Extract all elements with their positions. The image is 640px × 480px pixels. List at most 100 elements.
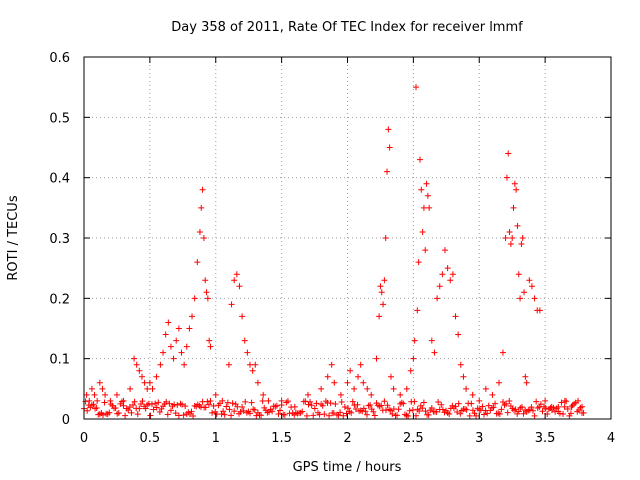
data-point bbox=[149, 385, 156, 392]
data-point bbox=[455, 331, 462, 338]
data-point bbox=[212, 391, 219, 398]
data-point bbox=[82, 398, 89, 405]
data-point bbox=[411, 337, 418, 344]
data-point bbox=[376, 403, 383, 410]
data-point bbox=[127, 385, 134, 392]
data-point bbox=[319, 402, 326, 409]
data-point bbox=[126, 404, 133, 411]
data-point bbox=[403, 385, 410, 392]
data-point bbox=[444, 265, 451, 272]
data-point bbox=[327, 400, 334, 407]
data-point bbox=[518, 241, 525, 248]
data-point bbox=[252, 361, 259, 368]
data-point bbox=[122, 412, 129, 419]
data-point bbox=[138, 373, 145, 380]
data-point bbox=[499, 399, 506, 406]
data-point bbox=[99, 411, 106, 418]
data-point bbox=[91, 391, 98, 398]
data-point bbox=[414, 307, 421, 314]
data-point bbox=[310, 412, 317, 419]
data-point bbox=[189, 313, 196, 320]
data-point bbox=[473, 412, 480, 419]
data-point bbox=[162, 331, 169, 338]
data-point bbox=[574, 408, 581, 415]
data-point bbox=[385, 126, 392, 133]
data-points bbox=[81, 84, 587, 419]
x-tick-label: 2 bbox=[343, 431, 351, 446]
data-point bbox=[441, 247, 448, 254]
x-axis-title: GPS time / hours bbox=[293, 460, 402, 475]
data-point bbox=[206, 337, 213, 344]
data-point bbox=[158, 405, 165, 412]
data-point bbox=[303, 412, 310, 419]
data-point bbox=[364, 385, 371, 392]
data-point bbox=[428, 405, 435, 412]
x-tick-label: 2.5 bbox=[403, 431, 424, 446]
data-point bbox=[506, 397, 513, 404]
data-point bbox=[446, 410, 453, 417]
data-point bbox=[466, 412, 473, 419]
data-point bbox=[326, 412, 333, 419]
data-point bbox=[439, 271, 446, 278]
data-point bbox=[561, 397, 568, 404]
data-point bbox=[579, 409, 586, 416]
data-point bbox=[520, 410, 527, 417]
data-point bbox=[307, 398, 314, 405]
data-point bbox=[367, 401, 374, 408]
data-point bbox=[102, 391, 109, 398]
data-point bbox=[160, 349, 167, 356]
data-point bbox=[471, 410, 478, 417]
data-point bbox=[186, 325, 193, 332]
data-point bbox=[490, 404, 497, 411]
data-point bbox=[409, 406, 416, 413]
data-point bbox=[362, 408, 369, 415]
data-point bbox=[509, 235, 516, 241]
data-point bbox=[272, 403, 279, 410]
data-point bbox=[496, 410, 503, 417]
data-point bbox=[460, 373, 467, 380]
data-point bbox=[83, 391, 90, 398]
data-point bbox=[131, 355, 138, 362]
data-point bbox=[199, 186, 206, 193]
data-point bbox=[567, 410, 574, 417]
data-point bbox=[518, 403, 525, 410]
data-point bbox=[373, 355, 380, 362]
data-point bbox=[240, 407, 247, 414]
data-point bbox=[345, 405, 352, 412]
data-point bbox=[387, 373, 394, 380]
data-point bbox=[318, 401, 325, 408]
data-point bbox=[401, 411, 408, 418]
data-point bbox=[344, 379, 351, 386]
data-point bbox=[157, 361, 164, 368]
data-point bbox=[200, 235, 207, 241]
data-point bbox=[265, 397, 272, 404]
data-point bbox=[411, 398, 418, 405]
data-point bbox=[173, 337, 180, 344]
data-point bbox=[438, 401, 445, 408]
data-point bbox=[389, 411, 396, 418]
data-point bbox=[204, 398, 211, 405]
data-point bbox=[337, 409, 344, 416]
data-point bbox=[204, 295, 211, 302]
data-point bbox=[394, 412, 401, 419]
data-point bbox=[469, 407, 476, 414]
data-point bbox=[231, 277, 238, 284]
data-point bbox=[247, 361, 254, 368]
data-point bbox=[377, 283, 384, 290]
data-point bbox=[536, 307, 543, 314]
data-point bbox=[281, 411, 288, 418]
data-point bbox=[476, 397, 483, 404]
data-point bbox=[172, 410, 179, 417]
data-point bbox=[94, 397, 101, 404]
data-point bbox=[381, 277, 388, 284]
data-point bbox=[278, 397, 285, 404]
data-point bbox=[420, 399, 427, 406]
y-tick-label: 0.2 bbox=[49, 292, 70, 307]
y-tick-label: 0.1 bbox=[49, 353, 70, 368]
data-point bbox=[141, 379, 148, 386]
data-point bbox=[575, 397, 582, 404]
data-point bbox=[96, 379, 103, 386]
data-point bbox=[447, 277, 454, 284]
data-point bbox=[434, 295, 441, 302]
data-point bbox=[209, 409, 216, 416]
